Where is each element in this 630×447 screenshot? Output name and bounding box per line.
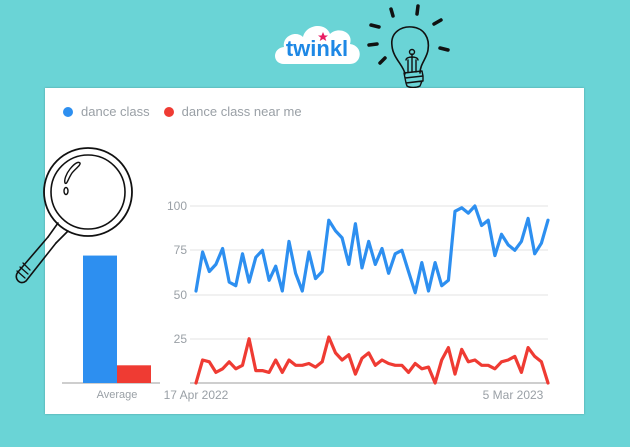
lightbulb-icon: [360, 0, 460, 95]
x-tick-label: 5 Mar 2023: [483, 388, 544, 402]
y-axis-labels: 100 75 50 25: [167, 199, 187, 346]
magnifying-glass-icon: [10, 145, 135, 293]
y-tick-label: 100: [167, 199, 187, 213]
y-tick-label: 75: [174, 243, 188, 257]
logo-text: twinkl: [286, 36, 348, 61]
line-chart: 100 75 50 25 Average 17 Apr 2022 5 Mar 2…: [62, 199, 550, 402]
legend-dot-blue-icon: [63, 106, 73, 117]
legend-item-dance-class-near-me[interactable]: dance class near me: [163, 104, 302, 119]
series-line-dance-class[interactable]: [194, 204, 550, 295]
average-bar-dance-class[interactable]: [83, 255, 117, 383]
legend-dot-red-icon: [163, 106, 174, 117]
y-tick-label: 50: [174, 288, 188, 302]
x-tick-label: 17 Apr 2022: [164, 388, 229, 402]
trends-chart-card: dance class dance class near me 100 75 5…: [45, 88, 584, 414]
legend-label: dance class: [81, 104, 150, 119]
chart-legend: dance class dance class near me: [63, 104, 316, 119]
average-label: Average: [97, 389, 138, 401]
legend-item-dance-class[interactable]: dance class: [63, 104, 150, 119]
series-line-dance-class-near-me[interactable]: [194, 335, 550, 385]
average-bar-dance-class-near-me[interactable]: [117, 365, 151, 383]
x-axis-labels: 17 Apr 2022 5 Mar 2023: [164, 388, 544, 402]
y-tick-label: 25: [174, 332, 188, 346]
legend-label: dance class near me: [181, 104, 302, 119]
gridlines: [190, 205, 548, 340]
twinkl-logo: twinkl: [270, 16, 366, 74]
